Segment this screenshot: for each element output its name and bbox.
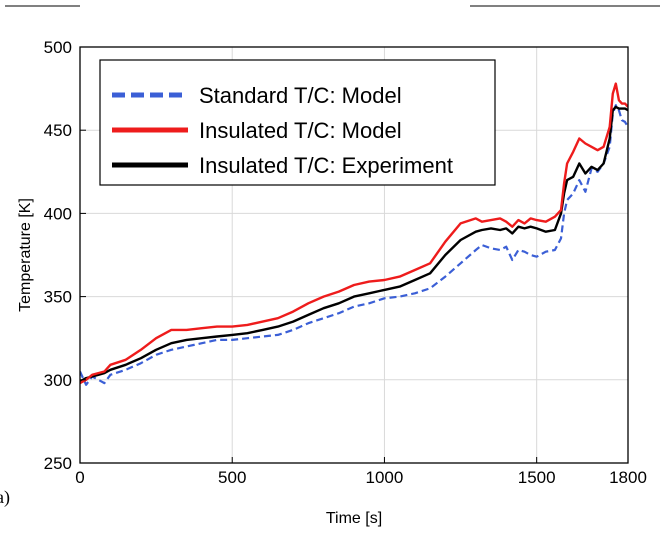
legend: Standard T/C: Model Insulated T/C: Model I… [99, 59, 496, 186]
x-tick-label: 1500 [518, 468, 556, 487]
x-axis-label: Time [s] [326, 510, 382, 527]
legend-label-1: Standard T/C: Model [199, 83, 402, 108]
series-line-3 [80, 105, 628, 383]
y-tick-label: 350 [44, 288, 72, 307]
y-tick-label: 500 [44, 38, 72, 57]
y-tick-label: 250 [44, 454, 72, 473]
y-tick-label: 300 [44, 371, 72, 390]
series-layer [80, 82, 628, 386]
panel-label: a) [0, 487, 10, 508]
y-tick-label: 400 [44, 204, 72, 223]
plot-frame [79, 46, 629, 464]
x-tick-label: 500 [218, 468, 246, 487]
y-axis-label: Temperature [K] [17, 198, 34, 312]
legend-label-3: Insulated T/C: Experiment [199, 153, 453, 178]
y-tick-label: 450 [44, 121, 72, 140]
x-tick-label: 0 [75, 468, 84, 487]
legend-label-2: Insulated T/C: Model [199, 118, 402, 143]
series-line-2 [80, 82, 628, 385]
x-tick-label: 1000 [366, 468, 404, 487]
series-line-1 [80, 104, 628, 386]
x-tick-label: 1800 [609, 468, 647, 487]
axis-ticks: 0 500 1000 1500 1800 250 300 350 400 450 500 [44, 38, 647, 487]
